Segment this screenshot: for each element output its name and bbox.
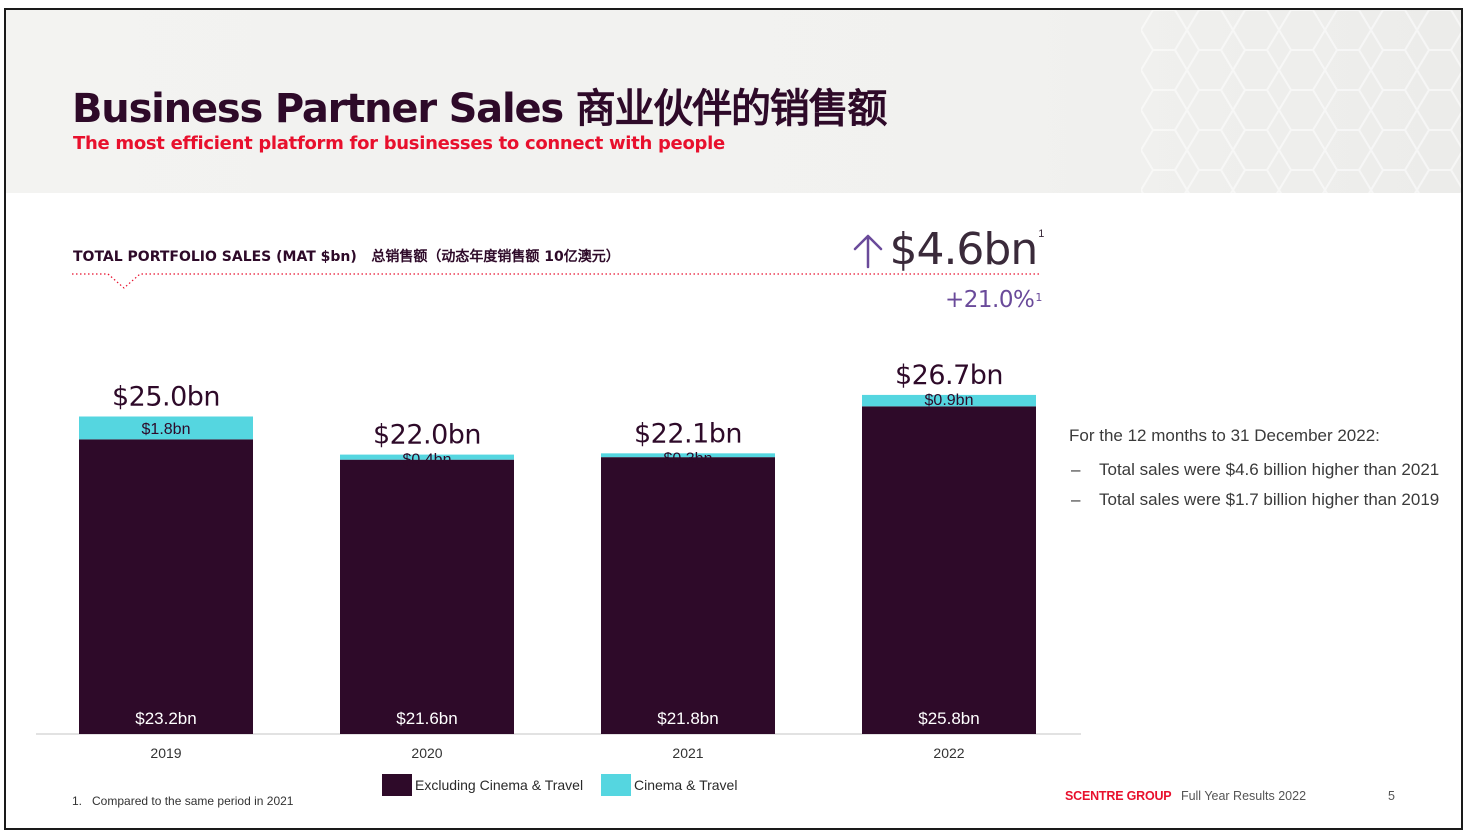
legend-item-cinema-travel: Cinema & Travel	[600, 774, 738, 796]
bar-cinema-travel-2020	[340, 454, 514, 460]
x-tick-label: 2020	[411, 745, 442, 761]
data-label-excluding: $23.2bn	[135, 709, 196, 728]
headline-percent: +21.0%1	[945, 287, 1042, 313]
data-label-cinema-travel: $1.8bn	[142, 421, 191, 438]
chart-section-label: TOTAL PORTFOLIO SALES (MAT $bn) 总销售额（动态年…	[73, 249, 620, 265]
bar-excluding-2022	[862, 406, 1036, 734]
page-number: 5	[1388, 789, 1395, 803]
bar-cinema-travel-2022	[862, 394, 1036, 407]
up-arrow-icon	[853, 234, 883, 268]
headline-percent-value: +21.0%	[945, 287, 1035, 313]
total-label: $26.7bn	[895, 360, 1003, 391]
data-label-cinema-travel: $0.3bn	[664, 450, 713, 467]
footer: SCENTRE GROUP Full Year Results 2022	[1065, 789, 1306, 803]
commentary-item: – Total sales were $1.7 billion higher t…	[1069, 486, 1449, 513]
header-band	[6, 10, 1461, 193]
bar-excluding-2019	[79, 439, 253, 734]
headline-change-value: $4.6bn	[889, 224, 1038, 275]
commentary-intro: For the 12 months to 31 December 2022:	[1069, 426, 1380, 445]
data-label-excluding: $21.8bn	[657, 709, 718, 728]
bar-cinema-travel-2019	[79, 416, 253, 440]
chart-legend: Excluding Cinema & Travel Cinema & Trave…	[382, 774, 751, 799]
data-label-cinema-travel: $0.4bn	[403, 452, 452, 469]
legend-item-excluding: Excluding Cinema & Travel	[382, 774, 583, 796]
x-tick-label: 2019	[150, 745, 181, 761]
data-label-excluding: $21.6bn	[396, 709, 457, 728]
legend-swatch-cinema-travel	[600, 774, 631, 796]
total-label: $22.1bn	[634, 418, 742, 449]
footnote: 1. Compared to the same period in 2021	[72, 794, 294, 808]
brand-logo: SCENTRE GROUP	[1065, 789, 1172, 803]
commentary-list: – Total sales were $4.6 billion higher t…	[1069, 456, 1449, 516]
sales-chart: $23.2bn$1.8bn$25.0bn2019$21.6bn$0.4bn$22…	[36, 360, 1081, 761]
bullet-marker: –	[1071, 460, 1081, 479]
total-label: $22.0bn	[373, 420, 481, 451]
data-label-cinema-travel: $0.9bn	[925, 392, 974, 409]
bullet-marker: –	[1071, 490, 1081, 509]
page-title: Business Partner Sales 商业伙伴的销售额	[72, 86, 887, 132]
headline-change: $4.6bn1	[851, 224, 1044, 275]
x-tick-label: 2022	[933, 745, 964, 761]
footnote-ref: 1	[1038, 228, 1045, 240]
x-tick-label: 2021	[672, 745, 703, 761]
bar-cinema-travel-2021	[601, 453, 775, 458]
slide: Business Partner Sales 商业伙伴的销售额 The most…	[4, 8, 1463, 830]
legend-swatch-excluding	[382, 774, 412, 796]
footnote-ref: 1	[1035, 291, 1042, 304]
dotted-rule	[72, 273, 1040, 289]
page-subtitle: The most efficient platform for business…	[73, 133, 725, 154]
bar-excluding-2020	[340, 459, 514, 734]
decorative-pattern	[1141, 10, 1461, 193]
footer-text: Full Year Results 2022	[1180, 789, 1307, 803]
commentary-text: Total sales were $1.7 billion higher tha…	[1099, 490, 1440, 509]
commentary-item: – Total sales were $4.6 billion higher t…	[1069, 456, 1449, 483]
bar-excluding-2021	[601, 457, 775, 734]
data-label-excluding: $25.8bn	[918, 709, 979, 728]
legend-label: Excluding Cinema & Travel	[415, 777, 584, 793]
commentary-text: Total sales were $4.6 billion higher tha…	[1099, 460, 1440, 479]
legend-label: Cinema & Travel	[633, 777, 738, 793]
total-label: $25.0bn	[112, 382, 220, 413]
